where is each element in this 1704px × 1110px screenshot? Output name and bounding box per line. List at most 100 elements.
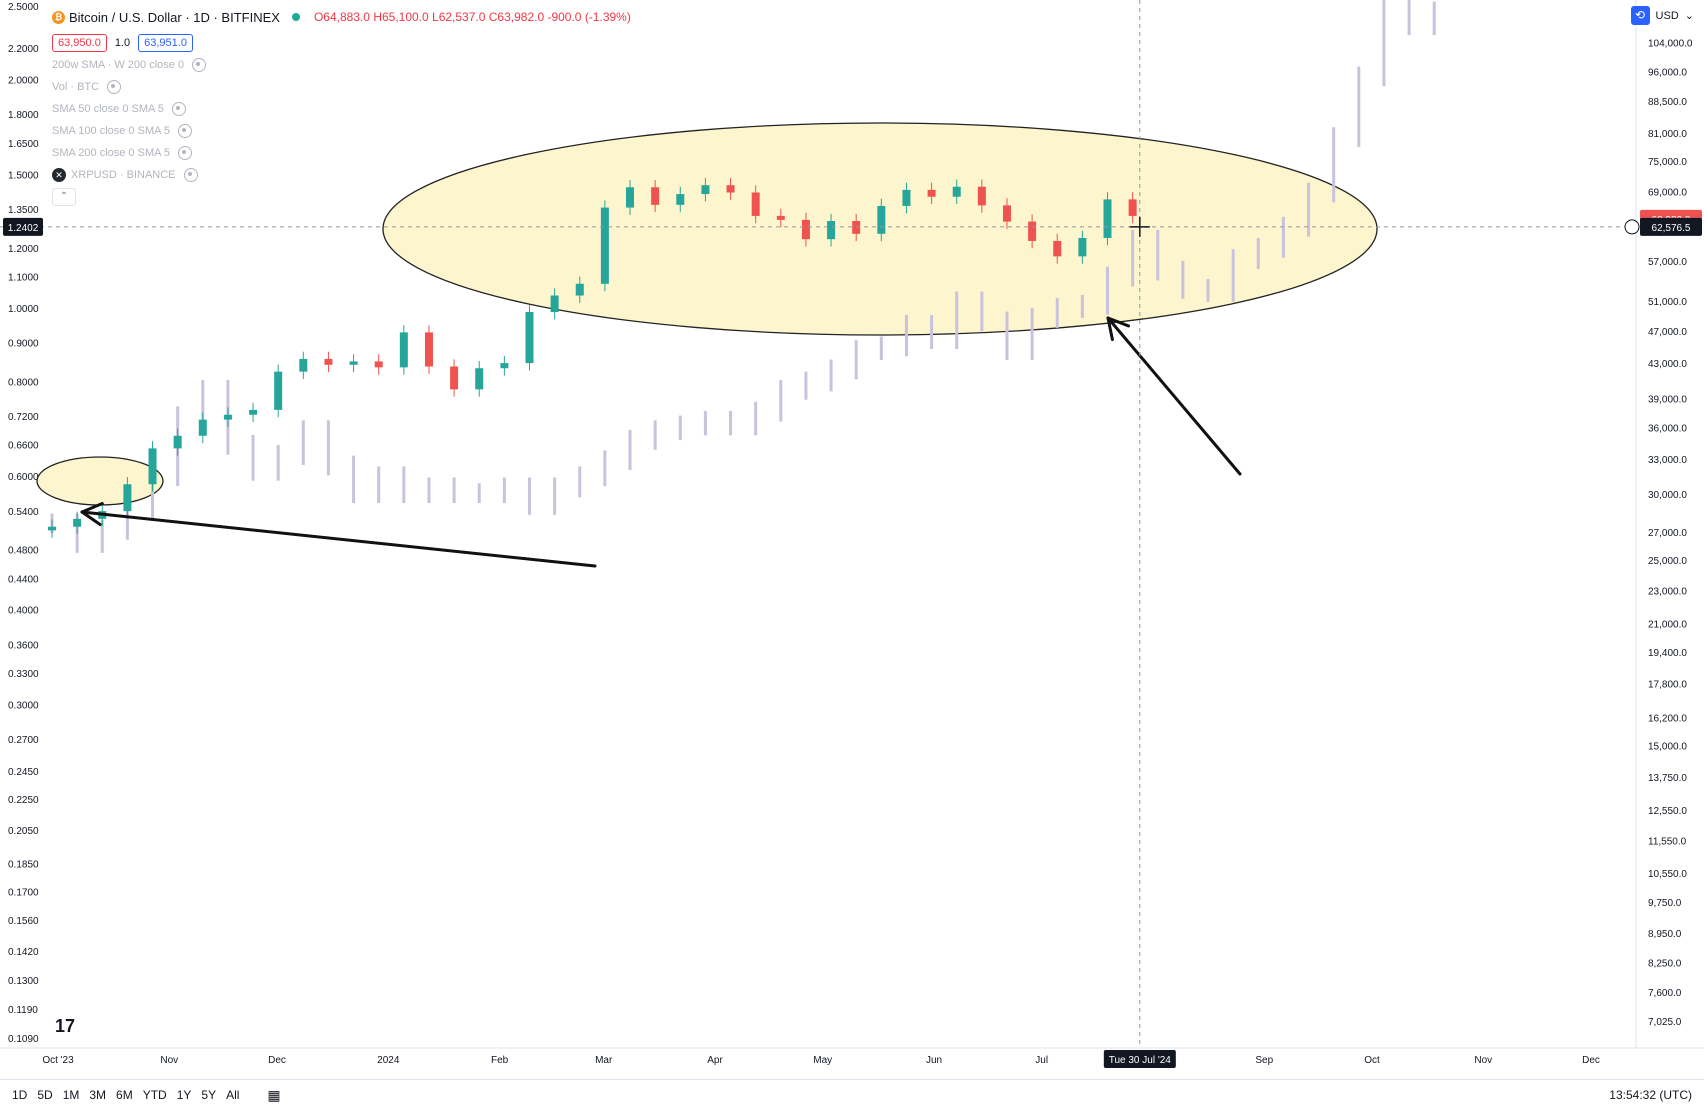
- candle-body: [827, 221, 836, 240]
- bitcoin-icon: ₿: [52, 10, 65, 24]
- right-axis-tick-label: 25,000.0: [1648, 556, 1687, 567]
- candle-body: [148, 448, 157, 485]
- candle-body: [198, 419, 207, 436]
- eye-icon[interactable]: [192, 58, 207, 72]
- time-axis-label: Feb: [491, 1055, 509, 1066]
- left-crosshair-badge: [3, 217, 43, 236]
- market-open-dot: [291, 13, 300, 21]
- arrow-to-small-ellipse-head: [80, 502, 104, 514]
- left-axis-tick-label: 0.1850: [8, 860, 39, 871]
- indicator-label: Vol · BTC: [52, 81, 100, 93]
- time-axis-label: Sep: [1255, 1055, 1273, 1066]
- left-axis-tick-label: 1.1000: [8, 272, 39, 283]
- eye-icon[interactable]: [178, 124, 193, 138]
- candle-body: [450, 366, 459, 390]
- calendar-icon[interactable]: ▦: [267, 1086, 281, 1103]
- right-axis-tick-label: 19,400.0: [1648, 648, 1687, 659]
- currency-selector[interactable]: USD: [1655, 9, 1679, 22]
- timeframe-3m[interactable]: 3M: [89, 1088, 107, 1102]
- candle-body: [1053, 240, 1062, 257]
- ohlc-values: O64,883.0 H65,100.0 L62,537.0 C63,982.0 …: [313, 10, 631, 24]
- left-axis-tick-label: 0.8000: [8, 377, 39, 388]
- indicator-sma-100[interactable]: SMA 100 close 0 SMA 5: [52, 120, 631, 142]
- left-axis-tick-label: 1.0000: [8, 304, 39, 315]
- right-axis-tick-label: 47,000.0: [1648, 327, 1687, 338]
- candle-body: [173, 435, 182, 449]
- collapse-legend-button[interactable]: ⌃: [52, 188, 76, 206]
- candle-body: [952, 186, 961, 197]
- top-right-controls: ⟲ USD ⌄: [1630, 6, 1694, 25]
- right-axis-tick-label: 104,000.0: [1648, 38, 1693, 49]
- indicator-volume[interactable]: Vol · BTC: [52, 76, 631, 98]
- right-axis-tick-label: 13,750.0: [1648, 773, 1687, 784]
- symbol-title[interactable]: Bitcoin / U.S. Dollar · 1D · BITFINEX: [69, 9, 280, 25]
- timeframe-all[interactable]: All: [226, 1088, 240, 1102]
- xrp-icon: ✕: [52, 168, 66, 182]
- time-axis-label: Apr: [707, 1055, 723, 1066]
- candle-body: [575, 283, 584, 296]
- left-axis-tick-label: 0.2450: [8, 767, 39, 778]
- right-axis-tick-label: 96,000.0: [1648, 68, 1687, 79]
- candle-body: [249, 409, 258, 415]
- tradingview-logo: 17: [55, 1016, 76, 1036]
- time-axis-label: 2024: [377, 1055, 400, 1066]
- left-crosshair-label: 1.2402: [8, 223, 39, 234]
- candle-body: [399, 332, 408, 368]
- timeframe-6m[interactable]: 6M: [116, 1088, 133, 1102]
- left-axis-tick-label: 1.2000: [8, 244, 39, 255]
- left-axis-tick-label: 0.5400: [8, 507, 39, 518]
- indicator-sma-200[interactable]: SMA 200 close 0 SMA 5: [52, 142, 631, 164]
- right-axis-tick-label: 75,000.0: [1648, 157, 1687, 168]
- right-axis-tick-label: 12,550.0: [1648, 806, 1687, 817]
- highlight-ellipse-small: [36, 456, 164, 506]
- timeframe-1d[interactable]: 1D: [12, 1088, 28, 1102]
- eye-icon[interactable]: [183, 168, 198, 182]
- candle-body: [424, 332, 433, 367]
- timeframe-1m[interactable]: 1M: [62, 1088, 80, 1102]
- right-axis-tick-label: 88,500.0: [1648, 97, 1687, 108]
- candle-body: [776, 215, 785, 220]
- buy-button[interactable]: 63,951.0: [138, 34, 193, 52]
- candle-body: [927, 189, 936, 197]
- eye-icon[interactable]: [178, 146, 193, 160]
- candle-body: [877, 205, 886, 234]
- timeframe-5y[interactable]: 5Y: [201, 1088, 217, 1102]
- timeframe-1y[interactable]: 1Y: [176, 1088, 192, 1102]
- left-axis-tick-label: 0.6600: [8, 441, 39, 452]
- right-axis-tick-label: 33,000.0: [1648, 455, 1687, 466]
- candle-body: [676, 194, 685, 205]
- timeframe-ytd[interactable]: YTD: [142, 1088, 167, 1102]
- left-axis-tick-label: 0.4400: [8, 574, 39, 585]
- chevron-down-icon[interactable]: ⌄: [1684, 10, 1694, 22]
- arrow-to-large-ellipse-head: [1106, 316, 1131, 328]
- candle-body: [274, 371, 283, 410]
- time-crosshair-label: Tue 30 Jul '24: [1109, 1055, 1172, 1066]
- left-axis-tick-label: 0.1700: [8, 888, 39, 899]
- indicator-sma-50[interactable]: SMA 50 close 0 SMA 5: [52, 98, 631, 120]
- add-alert-icon: [1624, 219, 1640, 235]
- chart-legend: ₿ Bitcoin / U.S. Dollar · 1D · BITFINEX …: [52, 6, 631, 206]
- indicator-xrpusd[interactable]: ✕ XRPUSD · BINANCE: [52, 164, 631, 186]
- quantity-field[interactable]: 1.0: [114, 37, 131, 49]
- timeframe-5d[interactable]: 5D: [37, 1088, 53, 1102]
- indicator-200w-sma[interactable]: 200w SMA · W 200 close 0: [52, 54, 631, 76]
- left-axis-tick-label: 0.1420: [8, 947, 39, 958]
- indicator-label: SMA 200 close 0 SMA 5: [52, 147, 171, 159]
- right-crosshair-label: 62,576.5: [1652, 223, 1691, 234]
- left-axis-tick-label: 0.2250: [8, 795, 39, 806]
- sell-button[interactable]: 63,950.0: [52, 34, 107, 52]
- time-axis-label: Mar: [595, 1055, 613, 1066]
- right-axis-tick-label: 36,000.0: [1648, 424, 1687, 435]
- candle-body: [600, 207, 609, 284]
- indicator-label: SMA 50 close 0 SMA 5: [52, 103, 164, 115]
- right-axis-tick-label: 27,000.0: [1648, 528, 1687, 539]
- candle-body: [223, 414, 232, 420]
- eye-icon[interactable]: [171, 102, 186, 116]
- time-axis-label: Oct: [1364, 1055, 1380, 1066]
- candle-body: [349, 361, 358, 365]
- eye-icon[interactable]: [107, 80, 122, 94]
- candle-body: [701, 185, 710, 195]
- sync-icon[interactable]: ⟲: [1630, 6, 1650, 25]
- right-axis-tick-label: 81,000.0: [1648, 129, 1687, 140]
